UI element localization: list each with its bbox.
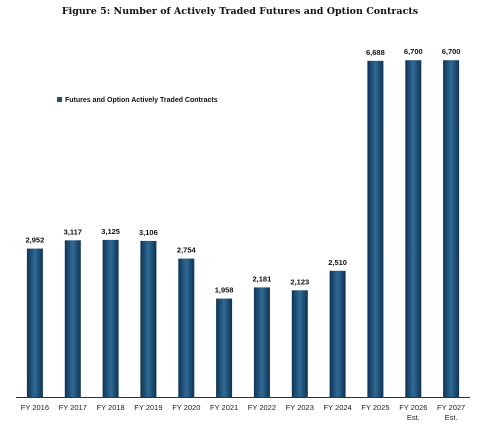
x-tick-label: FY 2026 xyxy=(399,403,427,412)
x-tick-label: FY 2020 xyxy=(172,403,200,412)
legend: Futures and Option Actively Traded Contr… xyxy=(57,97,218,104)
data-label: 2,181 xyxy=(253,274,272,283)
data-label: 6,688 xyxy=(366,48,385,57)
data-label: 3,106 xyxy=(139,228,158,237)
bar-fy-2017 xyxy=(64,240,81,397)
x-tick-label: FY 2019 xyxy=(134,403,162,412)
bar-fy-2018 xyxy=(102,239,119,397)
data-label: 6,700 xyxy=(404,47,423,56)
x-tick-label: FY 2023 xyxy=(286,403,314,412)
x-tick-label: FY 2018 xyxy=(96,403,124,412)
x-tick-label: FY 2017 xyxy=(59,403,87,412)
x-tick-sublabel: Est. xyxy=(445,413,458,422)
bar-fy-2024 xyxy=(329,270,346,397)
bar-fy-2025 xyxy=(367,60,384,398)
legend-label: Futures and Option Actively Traded Contr… xyxy=(65,97,218,104)
x-tick-label: FY 2025 xyxy=(361,403,389,412)
data-label: 2,510 xyxy=(328,258,347,267)
bar-fy-2023 xyxy=(291,290,308,397)
x-tick-label: FY 2027 xyxy=(437,403,465,412)
bar-fy-2026 xyxy=(405,60,422,397)
x-tick-label: FY 2016 xyxy=(21,403,49,412)
data-label: 3,117 xyxy=(64,227,82,236)
data-label: 6,700 xyxy=(442,47,461,56)
legend-swatch xyxy=(57,97,62,102)
bar-fy-2020 xyxy=(178,258,195,397)
bar-fy-2021 xyxy=(216,298,233,397)
data-label: 3,125 xyxy=(101,227,120,236)
data-label: 2,123 xyxy=(290,277,309,286)
data-label: 2,754 xyxy=(177,246,197,255)
data-label: 2,952 xyxy=(26,236,45,245)
x-tick-label: FY 2022 xyxy=(248,403,276,412)
x-tick-sublabel: Est. xyxy=(407,413,420,422)
bar-fy-2019 xyxy=(140,240,157,397)
bar-fy-2027 xyxy=(443,60,460,397)
data-label: 1,958 xyxy=(215,286,234,295)
bar-fy-2022 xyxy=(253,287,270,397)
figure-title: Figure 5: Number of Actively Traded Futu… xyxy=(61,6,419,17)
bar-fy-2016 xyxy=(26,248,43,397)
x-tick-label: FY 2024 xyxy=(323,403,351,412)
x-tick-label: FY 2021 xyxy=(210,403,238,412)
